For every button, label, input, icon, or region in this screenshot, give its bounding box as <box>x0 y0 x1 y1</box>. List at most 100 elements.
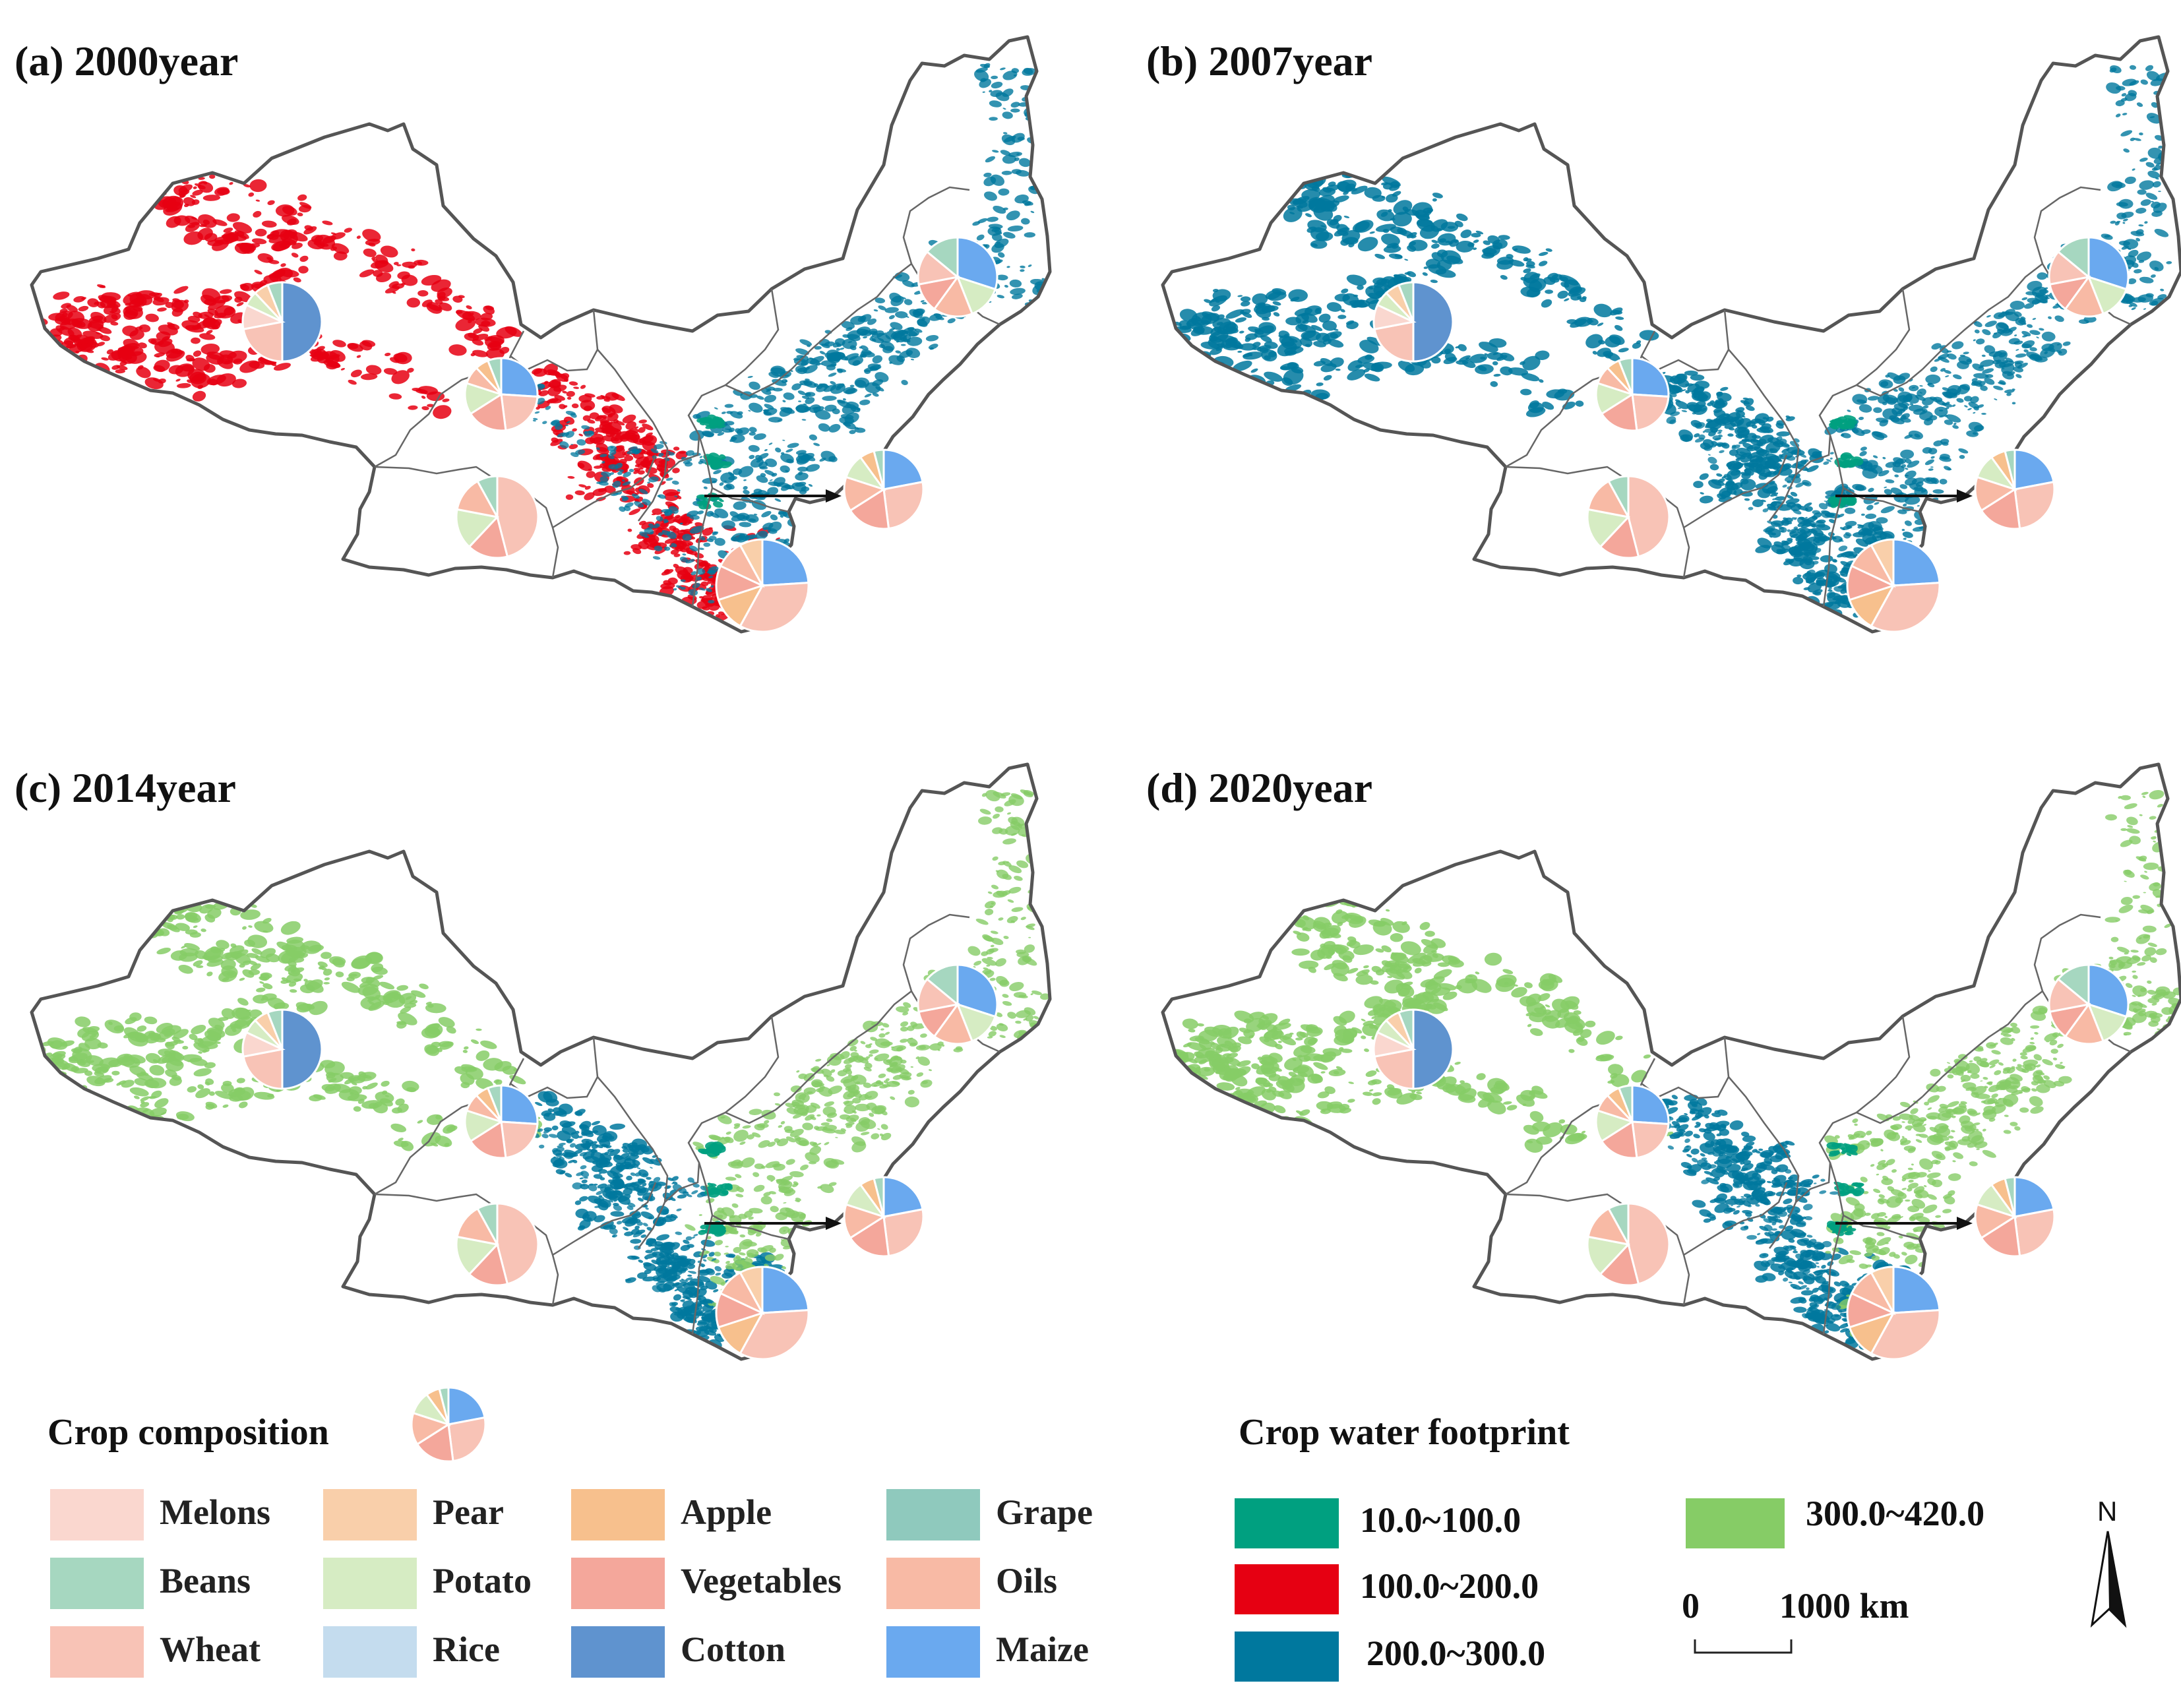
pie-gansu-b-slice-vegetables <box>1600 392 1638 432</box>
pie-xinjiang-c-slice-wheat <box>242 1048 284 1090</box>
vegetables-swatch <box>571 1558 665 1609</box>
pie-gansu-c-slice-beans <box>486 1084 503 1122</box>
callout-arrow-d <box>1835 1217 1973 1230</box>
province-boundary-b-2 <box>1641 309 1730 372</box>
province-boundary-b-3 <box>1683 454 1788 529</box>
wf-legend-title: Crop water footprint <box>1239 1412 1570 1453</box>
pie-xinjiang-a <box>241 281 323 363</box>
pie-ningxia-a-slice-maize <box>882 448 924 491</box>
map-panel-c <box>30 762 1052 1361</box>
pie-xinjiang-a-slice-wheat <box>242 320 284 363</box>
pie-shaanxi-a <box>715 538 810 633</box>
pie-ningxia-d-slice-wheat <box>2013 1208 2056 1258</box>
pie-gansu-a-slice-maize <box>500 357 539 398</box>
pie-gansu-d-slice-vegetables <box>1600 1120 1638 1159</box>
pie-inner-a-slice-oils <box>933 274 974 318</box>
pie-qinghai-b-slice-vegetables <box>1599 514 1640 559</box>
water-footprint-raster-a <box>32 63 1050 622</box>
pie-ningxia-c-slice-maize <box>882 1176 924 1218</box>
wheat-swatch <box>50 1626 144 1678</box>
pie-ningxia-b-slice-vegetables <box>1980 487 2021 530</box>
wf-class-3-label: 200.0~300.0 <box>1367 1633 1546 1673</box>
pie-ningxia-a-slice-vegetables <box>849 487 890 530</box>
pie-gansu-d-slice-beans <box>1617 1084 1634 1122</box>
pie-qinghai-b-slice-beans <box>1607 475 1630 518</box>
pie-inner-c-slice-maize <box>956 963 998 1018</box>
province-boundary-a-9 <box>791 263 912 370</box>
pie-shaanxi-d-slice-pear <box>1870 1266 1895 1314</box>
pie-xinjiang-c-slice-beans <box>266 1008 284 1050</box>
pie-shaanxi-c-slice-maize <box>761 1266 810 1314</box>
province-boundary-c-5 <box>664 1096 792 1203</box>
province-boundary-d-5 <box>1795 1096 1923 1203</box>
province-boundary-c-3 <box>552 1182 657 1256</box>
crop-composition-sample-pie <box>410 1386 487 1463</box>
sample-pie-slice-wheat <box>447 1416 487 1463</box>
pie-shaanxi-c-slice-pear <box>739 1266 764 1314</box>
pie-qinghai-b-slice-potato <box>1586 508 1630 549</box>
callout-arrow-b <box>1835 489 1973 503</box>
pie-gansu-a-slice-beans <box>486 357 503 395</box>
pie-ningxia-d-slice-vegetables <box>1980 1215 2021 1258</box>
pie-ningxia-d-slice-beans <box>2004 1176 2016 1217</box>
rice-label: Rice <box>433 1630 500 1669</box>
north-arrow-label: N <box>2097 1496 2118 1527</box>
pie-inner-a-slice-maize <box>956 236 998 291</box>
water-footprint-raster-c <box>32 789 1050 1351</box>
wf-class-1-label: 10.0~100.0 <box>1360 1500 1521 1540</box>
region-outline-b <box>1161 35 2181 634</box>
maize-swatch <box>886 1626 980 1678</box>
pie-shaanxi-c <box>715 1266 810 1360</box>
pie-qinghai-d-slice-beans <box>1607 1202 1630 1245</box>
pie-qinghai-c-slice-wheat <box>496 1202 539 1285</box>
pie-qinghai-a <box>455 475 539 559</box>
apple-label: Apple <box>681 1492 772 1532</box>
pie-inner-d-slice-beans <box>2056 963 2090 1007</box>
province-boundary-d-6 <box>1822 1162 1845 1335</box>
province-boundary-a-11 <box>902 186 970 264</box>
province-boundary-a-2 <box>510 309 599 372</box>
callout-arrow-a <box>704 489 842 503</box>
pie-gansu-a-slice-wheat <box>500 393 539 432</box>
province-boundary-c-8 <box>725 1016 780 1113</box>
wf-class-3-swatch <box>1235 1632 1339 1682</box>
wf-class-4-label: 300.0~420.0 <box>1806 1494 1985 1533</box>
pie-shaanxi-d-slice-maize <box>1892 1266 1941 1314</box>
pie-gansu-b-slice-wheat <box>1631 393 1670 432</box>
province-boundary-b-6 <box>1822 435 1845 607</box>
province-boundary-a-8 <box>725 288 780 386</box>
grape-label: Grape <box>996 1492 1093 1532</box>
pie-qinghai-a-slice-beans <box>476 475 499 518</box>
water-footprint-raster-d <box>1167 789 2181 1353</box>
pie-inner-d <box>2048 963 2130 1045</box>
pie-inner-c <box>917 963 998 1045</box>
cotton-label: Cotton <box>681 1630 785 1669</box>
pie-qinghai-a-slice-wheat <box>496 475 539 558</box>
pie-qinghai-d-slice-wheat <box>1627 1202 1671 1285</box>
pie-ningxia-c-slice-wheat <box>882 1208 925 1258</box>
pie-shaanxi-a-slice-maize <box>761 538 810 587</box>
map-panel-d <box>1161 762 2181 1361</box>
pie-gansu-b-slice-maize <box>1631 357 1670 398</box>
callout-arrow-c <box>704 1217 842 1230</box>
cotton-swatch <box>571 1626 665 1678</box>
potato-label: Potato <box>433 1561 532 1601</box>
pie-inner-d-slice-maize <box>2087 963 2130 1018</box>
province-boundary-d-3 <box>1683 1182 1788 1256</box>
province-boundary-c-2 <box>510 1037 599 1099</box>
pie-shaanxi-a-slice-pear <box>739 538 764 586</box>
pie-inner-c-slice-oils <box>933 1002 974 1045</box>
pie-qinghai-a-slice-vegetables <box>468 514 509 559</box>
pie-xinjiang-d-slice-cotton <box>1412 1008 1454 1090</box>
province-boundary-c-6 <box>691 1162 714 1335</box>
province-boundary-d-2 <box>1641 1037 1730 1099</box>
province-boundary-d-9 <box>1922 991 2043 1097</box>
pie-shaanxi-b-slice-maize <box>1892 538 1941 587</box>
wf-class-1-swatch <box>1235 1498 1339 1548</box>
beans-label: Beans <box>160 1561 251 1601</box>
oils-swatch <box>886 1558 980 1609</box>
panel-title-c: (c) 2014year <box>15 764 236 811</box>
pie-qinghai-a-slice-potato <box>455 508 499 549</box>
scale-bar <box>1694 1639 1793 1654</box>
sample-pie-slice-maize <box>447 1386 486 1426</box>
